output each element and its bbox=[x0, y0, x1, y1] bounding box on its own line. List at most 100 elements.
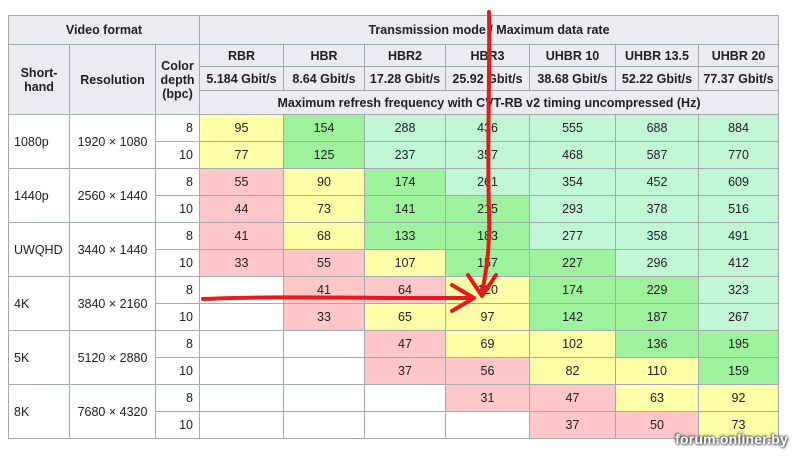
bpc-cell: 8 bbox=[155, 222, 200, 250]
refresh-rate-cell: 187 bbox=[615, 303, 699, 331]
refresh-rate-cell: 63 bbox=[615, 384, 699, 412]
refresh-rate-cell: 136 bbox=[615, 330, 699, 358]
refresh-rate-cell: 293 bbox=[529, 195, 616, 223]
table-row: 1080p 1920 × 1080 8 95 154 288 436 555 688 884 bbox=[8, 114, 779, 169]
refresh-rate-cell: 378 bbox=[615, 195, 699, 223]
watermark: forum.onliner.by bbox=[675, 431, 788, 447]
refresh-rate-cell: 288 bbox=[364, 114, 446, 142]
resolution-header: Resolution bbox=[69, 44, 156, 115]
format-shorthand: 8K bbox=[8, 384, 70, 439]
refresh-rate-cell: 157 bbox=[445, 249, 530, 277]
mode-header: UHBR 20 bbox=[698, 44, 779, 67]
refresh-rate-cell: 267 bbox=[698, 303, 779, 331]
refresh-rate-cell bbox=[283, 330, 365, 358]
rate-header: 25.92 Gbit/s bbox=[445, 66, 530, 91]
refresh-rate-cell: 120 bbox=[445, 276, 530, 304]
mode-header: HBR bbox=[283, 44, 365, 67]
refresh-rate-cell: 55 bbox=[199, 168, 284, 196]
format-resolution: 7680 × 4320 bbox=[69, 384, 156, 439]
bpc-cell: 10 bbox=[155, 411, 200, 439]
refresh-rate-cell bbox=[199, 276, 284, 304]
refresh-rate-cell: 323 bbox=[698, 276, 779, 304]
refresh-rate-cell bbox=[283, 384, 365, 412]
refresh-rate-cell: 296 bbox=[615, 249, 699, 277]
header-row-3: 5.184 Gbit/s 8.64 Gbit/s 17.28 Gbit/s 25… bbox=[9, 66, 779, 91]
refresh-rate-cell: 412 bbox=[698, 249, 779, 277]
refresh-rate-cell: 195 bbox=[698, 330, 779, 358]
refresh-rate-cell: 77 bbox=[199, 141, 284, 169]
refresh-rate-cell bbox=[364, 411, 446, 439]
format-shorthand: 5K bbox=[8, 330, 70, 385]
refresh-rate-cell: 95 bbox=[199, 114, 284, 142]
bpc-cell: 10 bbox=[155, 357, 200, 385]
refresh-rate-cell: 50 bbox=[615, 411, 699, 439]
refresh-rate-cell: 141 bbox=[364, 195, 446, 223]
shorthand-header: Short-hand bbox=[8, 44, 70, 115]
refresh-rate-cell: 33 bbox=[283, 303, 365, 331]
mode-header: HBR3 bbox=[445, 44, 530, 67]
refresh-rate-cell bbox=[445, 411, 530, 439]
refresh-rate-cell bbox=[199, 330, 284, 358]
refresh-rate-cell: 37 bbox=[529, 411, 616, 439]
refresh-rate-cell bbox=[283, 357, 365, 385]
refresh-rate-cell: 33 bbox=[199, 249, 284, 277]
refresh-rate-cell: 73 bbox=[283, 195, 365, 223]
refresh-rate-cell: 90 bbox=[283, 168, 365, 196]
refresh-rate-cell: 107 bbox=[364, 249, 446, 277]
format-shorthand: UWQHD bbox=[8, 222, 70, 277]
format-resolution: 5120 × 2880 bbox=[69, 330, 156, 385]
refresh-rate-cell bbox=[283, 411, 365, 439]
refresh-rate-cell: 37 bbox=[364, 357, 446, 385]
refresh-rate-cell: 215 bbox=[445, 195, 530, 223]
refresh-rate-cell: 44 bbox=[199, 195, 284, 223]
refresh-rate-cell: 47 bbox=[364, 330, 446, 358]
refresh-rate-cell: 468 bbox=[529, 141, 616, 169]
rate-header: 5.184 Gbit/s bbox=[199, 66, 284, 91]
format-shorthand: 1440p bbox=[8, 168, 70, 223]
header-row-1: Video format Transmission mode / Maximum… bbox=[8, 15, 779, 45]
refresh-rate-cell: 587 bbox=[615, 141, 699, 169]
refresh-rate-cell bbox=[199, 384, 284, 412]
refresh-rate-cell: 154 bbox=[283, 114, 365, 142]
refresh-rate-cell: 884 bbox=[698, 114, 779, 142]
refresh-rate-table: Video format Transmission mode / Maximum… bbox=[8, 15, 779, 439]
refresh-rate-cell bbox=[199, 411, 284, 439]
refresh-rate-cell: 688 bbox=[615, 114, 699, 142]
refresh-rate-cell bbox=[199, 303, 284, 331]
refresh-rate-cell: 277 bbox=[529, 222, 616, 250]
refresh-rate-cell: 261 bbox=[445, 168, 530, 196]
format-shorthand: 1080p bbox=[8, 114, 70, 169]
refresh-rate-cell: 516 bbox=[698, 195, 779, 223]
bpc-cell: 10 bbox=[155, 249, 200, 277]
bpc-cell: 8 bbox=[155, 114, 200, 142]
bpc-cell: 8 bbox=[155, 168, 200, 196]
refresh-rate-cell bbox=[199, 357, 284, 385]
bpc-cell: 8 bbox=[155, 276, 200, 304]
refresh-rate-cell: 68 bbox=[283, 222, 365, 250]
refresh-rate-cell: 555 bbox=[529, 114, 616, 142]
rate-header: 77.37 Gbit/s bbox=[698, 66, 779, 91]
mode-header: RBR bbox=[199, 44, 284, 67]
refresh-rate-cell: 133 bbox=[364, 222, 446, 250]
refresh-rate-cell: 770 bbox=[698, 141, 779, 169]
refresh-rate-cell: 41 bbox=[283, 276, 365, 304]
refresh-rate-cell: 82 bbox=[529, 357, 616, 385]
refresh-rate-cell: 354 bbox=[529, 168, 616, 196]
bpc-cell: 10 bbox=[155, 141, 200, 169]
table-row: 10 77 125 237 357 468 587 770 bbox=[9, 141, 779, 169]
table-row: 4K 3840 × 2160 8 41 64 120 174 229 323 bbox=[8, 276, 779, 331]
transmission-header: Transmission mode / Maximum data rate bbox=[199, 15, 779, 45]
refresh-rate-cell: 183 bbox=[445, 222, 530, 250]
refresh-rate-cell: 609 bbox=[698, 168, 779, 196]
bpc-cell: 10 bbox=[155, 303, 200, 331]
format-shorthand: 4K bbox=[8, 276, 70, 331]
bpc-cell: 8 bbox=[155, 384, 200, 412]
subtitle-header: Maximum refresh frequency with CVT-RB v2… bbox=[199, 90, 779, 115]
format-resolution: 1920 × 1080 bbox=[69, 114, 156, 169]
refresh-rate-cell: 55 bbox=[283, 249, 365, 277]
refresh-rate-cell: 92 bbox=[698, 384, 779, 412]
table-row: 8K 7680 × 4320 8 31 47 63 92 bbox=[8, 384, 779, 439]
rate-header: 52.22 Gbit/s bbox=[615, 66, 699, 91]
rate-header: 8.64 Gbit/s bbox=[283, 66, 365, 91]
refresh-rate-cell: 97 bbox=[445, 303, 530, 331]
